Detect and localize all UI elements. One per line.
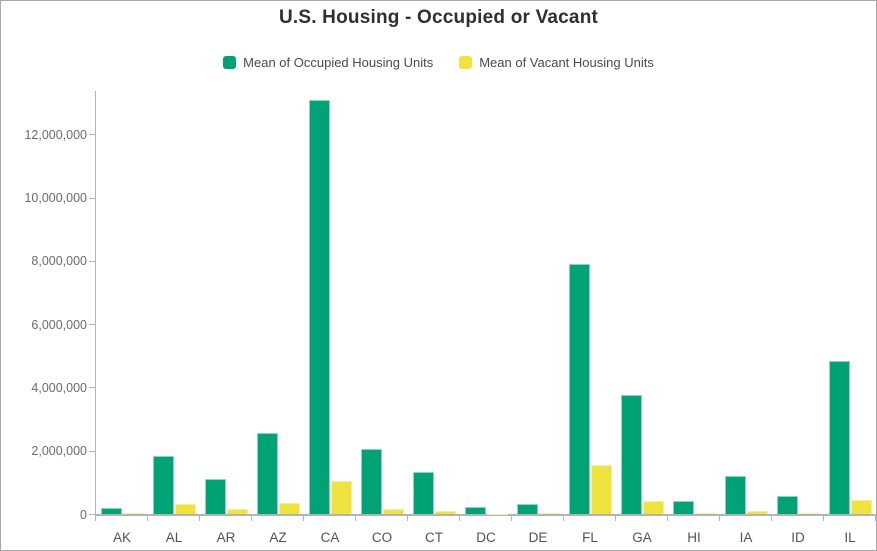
bar-occupied-AK[interactable] [100,507,122,515]
x-axis-tick [875,515,876,521]
y-axis-tick [89,324,95,326]
bar-occupied-ID[interactable] [776,495,798,515]
bar-vacant-AR[interactable] [226,509,248,515]
legend-swatch-occupied-icon [223,56,237,69]
legend-label-occupied: Mean of Occupied Housing Units [243,55,434,70]
x-label-DE: DE [528,529,548,545]
x-label-GA: GA [632,529,652,545]
bar-occupied-CT[interactable] [412,472,434,515]
bar-occupied-GA[interactable] [620,394,642,515]
y-axis-tick [89,134,95,136]
bar-vacant-AL[interactable] [174,504,196,515]
bar-occupied-AZ[interactable] [256,433,278,515]
bar-vacant-GA[interactable] [642,500,664,515]
bar-occupied-CO[interactable] [360,448,382,515]
bar-occupied-CA[interactable] [308,99,330,515]
y-axis-tick [89,514,95,515]
y-tick-label: 6,000,000 [31,317,87,332]
x-axis-tick [667,515,668,521]
legend: Mean of Occupied Housing Units Mean of V… [1,55,876,70]
y-axis-line [95,91,96,516]
x-axis-tick [615,515,616,521]
bar-vacant-CA[interactable] [330,481,352,515]
bar-occupied-DC[interactable] [464,506,486,515]
x-axis-tick [563,515,564,521]
x-label-IA: IA [739,529,753,545]
bar-occupied-FL[interactable] [568,264,590,515]
x-label-CA: CA [320,529,340,545]
bar-vacant-HI[interactable] [694,512,716,515]
x-axis-line [95,513,876,516]
y-axis-tick [89,450,95,452]
y-tick-label: 4,000,000 [31,380,87,395]
bar-vacant-DE[interactable] [538,512,560,515]
bar-occupied-DE[interactable] [516,504,538,515]
x-axis-tick [199,515,200,521]
bar-vacant-IA[interactable] [746,511,768,515]
bar-vacant-AZ[interactable] [278,503,300,515]
x-label-CT: CT [425,529,443,545]
bar-vacant-CT[interactable] [434,511,456,515]
bar-occupied-IL[interactable] [828,361,850,515]
y-tick-label: 12,000,000 [24,127,87,142]
x-axis-tick [407,515,408,521]
x-axis-tick [771,515,772,521]
bar-occupied-AR[interactable] [204,478,226,515]
y-axis-tick [89,197,95,199]
legend-label-vacant: Mean of Vacant Housing Units [479,55,654,70]
x-label-ID: ID [791,529,805,545]
bar-occupied-IA[interactable] [724,476,746,515]
x-label-IL: IL [844,529,856,545]
x-label-FL: FL [582,529,598,545]
bar-vacant-DC[interactable] [486,513,508,515]
chart-title: U.S. Housing - Occupied or Vacant [278,7,599,28]
legend-swatch-vacant-icon [459,56,473,69]
x-label-CO: CO [371,529,393,545]
bar-vacant-AK[interactable] [122,513,144,515]
x-axis-tick [459,515,460,521]
x-label-AK: AK [112,529,131,545]
bar-occupied-HI[interactable] [672,500,694,515]
y-tick-label: 0 [80,507,87,522]
x-label-AL: AL [165,529,183,545]
bar-vacant-ID[interactable] [798,512,820,515]
y-tick-label: 8,000,000 [31,254,87,269]
x-axis-tick [823,515,824,521]
legend-item-vacant[interactable]: Mean of Vacant Housing Units [459,55,654,70]
x-label-HI: HI [687,529,701,545]
y-axis-tick [89,260,95,262]
bar-occupied-AL[interactable] [152,456,174,515]
x-axis-tick [511,515,512,521]
x-axis-tick [95,515,96,521]
y-tick-label: 10,000,000 [24,191,87,205]
x-label-AZ: AZ [269,529,287,545]
y-tick-label: 2,000,000 [31,444,87,459]
x-axis-tick [719,515,720,521]
bar-vacant-IL[interactable] [850,499,872,515]
x-axis-tick [147,515,148,521]
x-axis-tick [303,515,304,521]
x-axis-tick [251,515,252,521]
x-label-AR: AR [216,529,236,545]
y-axis-tick [89,387,95,389]
x-label-DC: DC [476,529,496,545]
bar-vacant-CO[interactable] [382,508,404,515]
bar-vacant-FL[interactable] [590,464,612,515]
x-axis-tick [355,515,356,521]
legend-item-occupied[interactable]: Mean of Occupied Housing Units [223,55,433,70]
